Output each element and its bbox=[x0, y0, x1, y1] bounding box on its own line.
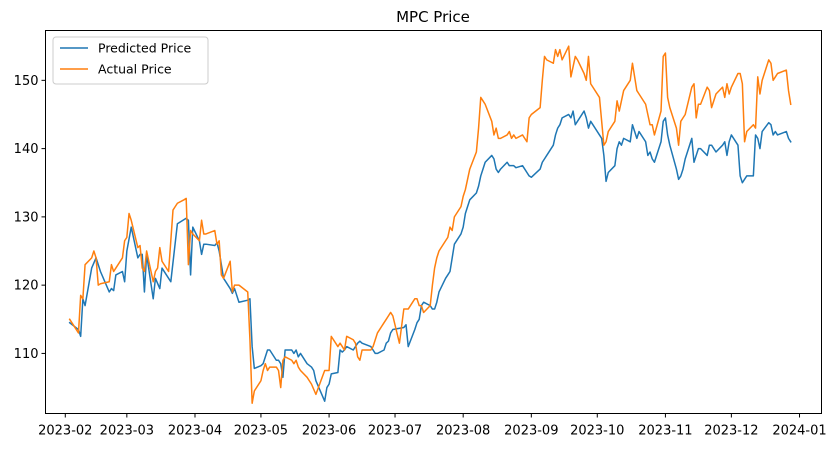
x-tick-label: 2023-05 bbox=[234, 424, 288, 439]
plot-frame bbox=[45, 30, 822, 414]
x-tick-label: 2023-06 bbox=[302, 424, 356, 439]
x-tick-label: 2023-11 bbox=[638, 424, 692, 439]
y-tick-label: 130 bbox=[14, 210, 39, 225]
x-tick-label: 2023-02 bbox=[38, 424, 92, 439]
legend-label: Predicted Price bbox=[98, 41, 191, 56]
chart-title: MPC Price bbox=[396, 8, 470, 26]
y-tick-label: 150 bbox=[14, 74, 39, 89]
x-tick-label: 2023-03 bbox=[100, 424, 154, 439]
x-tick-label: 2023-07 bbox=[368, 424, 422, 439]
legend: Predicted Price Actual Price bbox=[52, 36, 209, 85]
y-tick-label: 110 bbox=[14, 347, 39, 362]
series-line-predicted-price bbox=[68, 110, 792, 402]
y-axis: 110 120 130 140 150 bbox=[14, 74, 46, 362]
x-tick-label: 2023-04 bbox=[168, 424, 222, 439]
x-tick-label: 2023-09 bbox=[504, 424, 558, 439]
x-tick-label: 2024-01 bbox=[772, 424, 826, 439]
x-tick-label: 2023-08 bbox=[436, 424, 490, 439]
y-tick-label: 120 bbox=[14, 279, 39, 294]
x-tick-label: 2023-12 bbox=[704, 424, 758, 439]
legend-box bbox=[52, 36, 209, 85]
x-tick-label: 2023-10 bbox=[570, 424, 624, 439]
x-axis: 2023-02 2023-03 2023-04 2023-05 2023-06 2023-… bbox=[38, 413, 827, 439]
series-layer bbox=[68, 45, 792, 405]
legend-label: Actual Price bbox=[98, 62, 172, 77]
series-line-actual-price bbox=[68, 45, 792, 405]
y-tick-label: 140 bbox=[14, 142, 39, 157]
